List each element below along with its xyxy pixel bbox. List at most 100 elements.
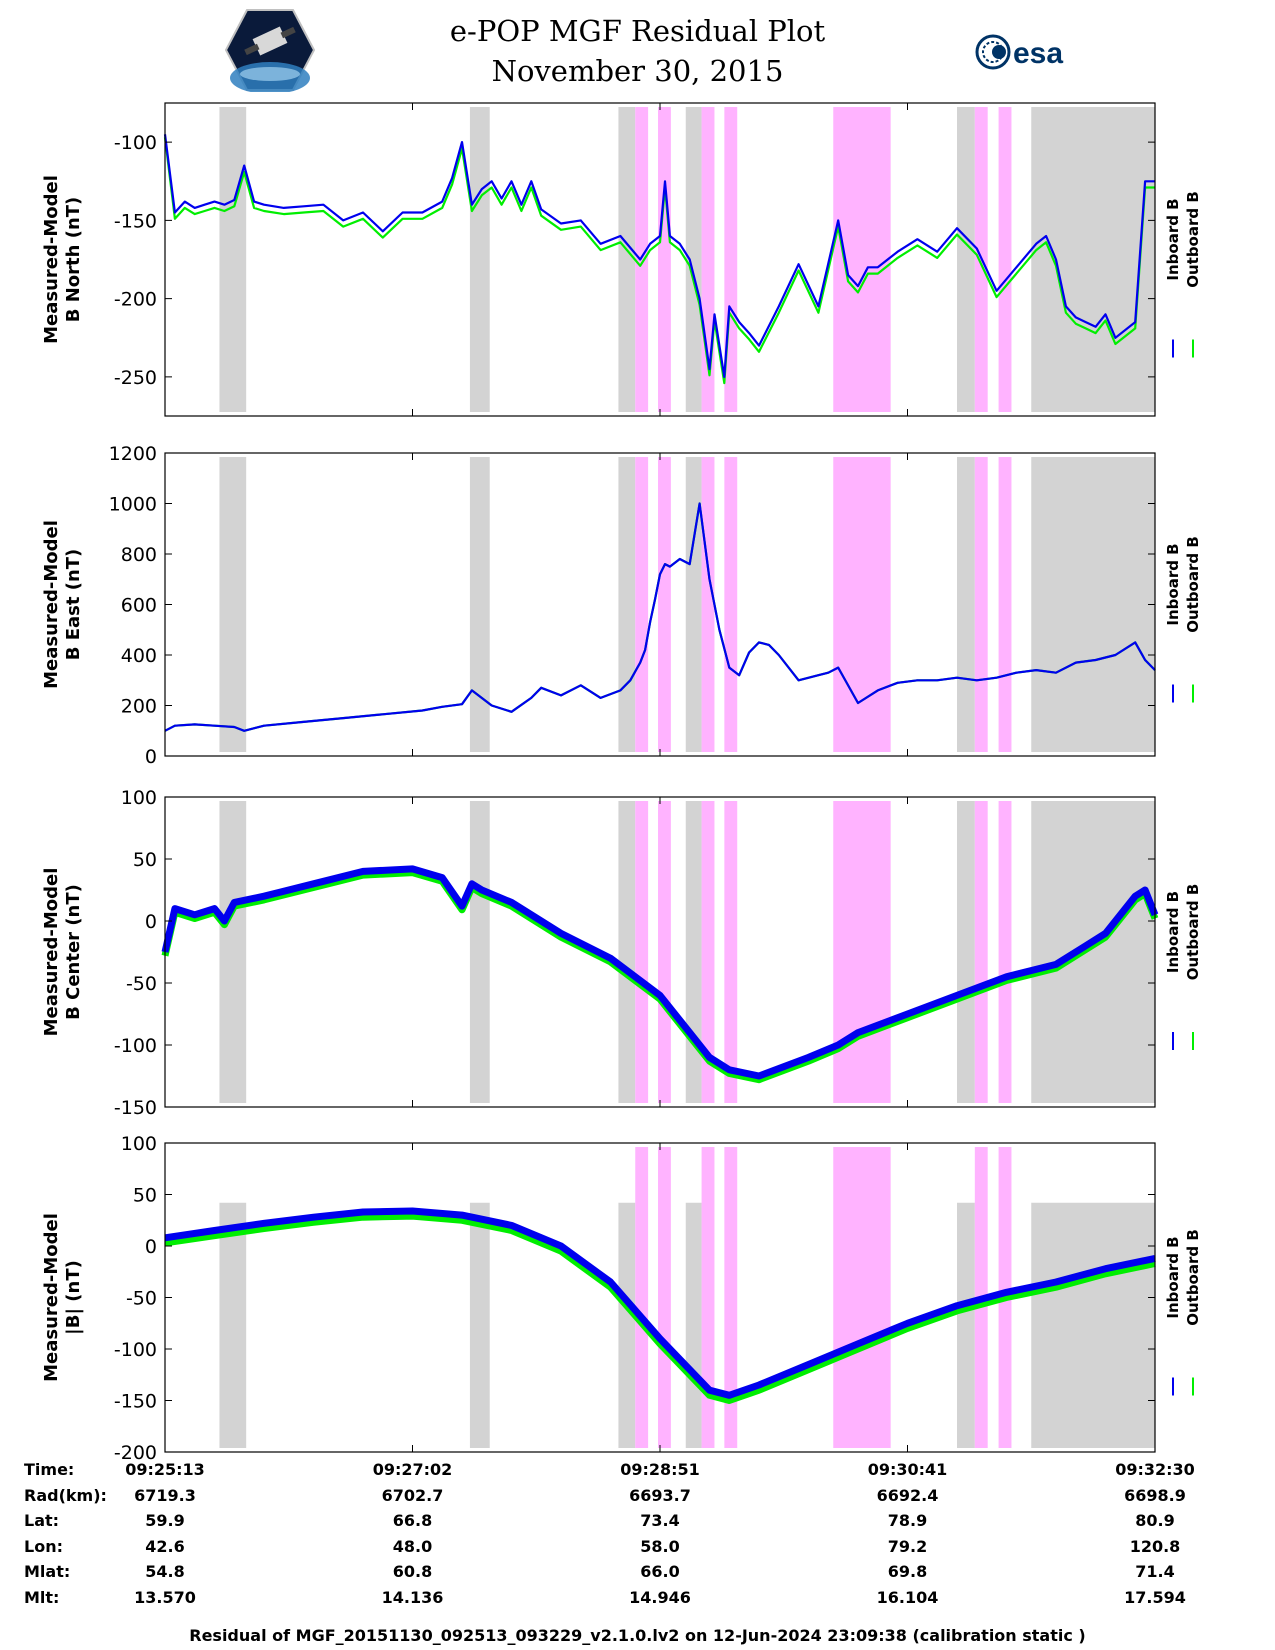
panel-1: -100 -150 -200 -250 Measured-Model B North (n… — [41, 102, 1202, 417]
y-tick-label: -200 — [114, 1442, 157, 1460]
info-row-label: Time: — [24, 1460, 75, 1479]
y-tick-label: -50 — [126, 973, 157, 995]
y-axis-label-line1: Measured-Model — [41, 175, 62, 344]
y-tick-label: -250 — [114, 367, 157, 389]
header: e-POP MGF Residual Plot November 30, 201… — [0, 0, 1275, 100]
pink-band-1 — [635, 801, 649, 1103]
cassiope-mission-patch-icon — [224, 8, 316, 96]
info-value: 69.8 — [887, 1562, 928, 1581]
y-axis-label-line2: B North (nT) — [63, 197, 84, 323]
y-axis-label-line1: Measured-Model — [41, 520, 62, 689]
y-tick-label: 0 — [145, 1236, 157, 1258]
y-tick-label: -150 — [114, 210, 157, 232]
chart-date: November 30, 2015 — [491, 54, 784, 88]
gray-band-5 — [957, 457, 975, 752]
pink-band-7 — [998, 801, 1012, 1103]
pink-band-1 — [635, 107, 649, 412]
esa-logo-text: esa — [1013, 37, 1063, 70]
series-inboard-line — [161, 865, 1159, 1080]
pink-band-3 — [701, 457, 715, 752]
info-value: 66.8 — [392, 1511, 433, 1530]
gray-band-1 — [219, 107, 247, 412]
y-tick-label: 200 — [121, 696, 157, 718]
gray-band-1 — [219, 457, 247, 752]
info-row-label: Lon: — [24, 1536, 63, 1556]
pink-band-4 — [724, 457, 738, 752]
gray-band-4 — [685, 107, 702, 412]
pink-band-7 — [998, 457, 1012, 752]
info-value: 6693.7 — [629, 1485, 691, 1505]
series-outboard-line — [164, 1212, 1156, 1404]
gray-band-3 — [618, 1202, 636, 1448]
pink-band-6 — [974, 457, 988, 752]
panel-2: 0 200 400 600 800 1000 1200 Measured-Model B Eas… — [41, 443, 1202, 768]
y-tick-label: -150 — [114, 1097, 157, 1119]
pink-band-4 — [724, 1147, 738, 1448]
y-tick-label: 50 — [133, 849, 157, 871]
series-inboard-line — [164, 1207, 1156, 1399]
gray-band-3 — [618, 801, 636, 1103]
gray-band-1 — [219, 1202, 247, 1448]
legend-inboard-label: Inboard B — [1164, 543, 1182, 625]
gray-band-6 — [1031, 801, 1155, 1103]
info-value: 09:32:30 — [1115, 1460, 1195, 1479]
info-value: 71.4 — [1135, 1562, 1175, 1581]
y-tick-label: 50 — [133, 1185, 157, 1207]
y-tick-label: 1200 — [109, 443, 157, 465]
legend-outboard-label: Outboard B — [1184, 884, 1202, 981]
gray-band-4 — [685, 1202, 702, 1448]
info-value: 42.6 — [145, 1536, 185, 1556]
panel-3: -150 -100 -50 0 50 100 Measured-Model B Center … — [41, 787, 1202, 1119]
y-tick-label: 1000 — [109, 494, 157, 516]
info-value: 09:27:02 — [372, 1460, 453, 1479]
info-value: 16.104 — [876, 1587, 939, 1607]
info-value: 09:25:13 — [125, 1460, 205, 1479]
y-axis-label-line2: B Center (nT) — [63, 884, 84, 1020]
footer-caption: Residual of MGF_20151130_092513_093229_v… — [189, 1626, 1086, 1645]
gray-band-2 — [469, 1202, 490, 1448]
gray-band-1 — [219, 801, 247, 1103]
legend-inboard-label: Inboard B — [1164, 1236, 1182, 1318]
info-value: 13.570 — [134, 1587, 196, 1607]
gray-band-2 — [469, 457, 490, 752]
info-value: 6698.9 — [1124, 1485, 1186, 1505]
info-value: 14.136 — [381, 1587, 444, 1607]
info-value: 09:30:41 — [867, 1460, 948, 1479]
info-value: 14.946 — [629, 1587, 691, 1607]
series-inboard-line — [163, 134, 1155, 378]
gray-band-6 — [1031, 1202, 1155, 1448]
info-value: 6692.4 — [876, 1485, 939, 1505]
y-axis-label-line2: B East (nT) — [63, 549, 84, 661]
y-tick-label: -100 — [114, 1339, 157, 1361]
pink-band-2 — [658, 457, 671, 752]
legend-outboard-label: Outboard B — [1184, 191, 1202, 288]
gray-band-2 — [469, 801, 490, 1103]
pink-band-6 — [974, 801, 988, 1103]
gray-band-2 — [469, 107, 490, 412]
info-value: 17.594 — [1124, 1587, 1186, 1607]
pink-band-2 — [658, 1147, 671, 1448]
legend-outboard-label: Outboard B — [1184, 536, 1202, 633]
info-row-label: Mlt: — [24, 1587, 60, 1607]
info-value: 58.0 — [640, 1536, 680, 1556]
info-value: 66.0 — [640, 1562, 680, 1581]
info-value: 78.9 — [887, 1511, 928, 1530]
pink-band-4 — [724, 801, 738, 1103]
series-outboard-line — [163, 137, 1155, 385]
info-value: 80.9 — [1135, 1511, 1175, 1530]
info-value: 59.9 — [145, 1511, 185, 1530]
info-value: 60.8 — [392, 1562, 433, 1581]
y-tick-label: -100 — [114, 1035, 157, 1057]
pink-band-5 — [833, 801, 891, 1103]
pink-band-2 — [658, 801, 671, 1103]
pink-band-3 — [701, 801, 715, 1103]
pink-band-7 — [998, 107, 1012, 412]
pink-band-1 — [635, 457, 649, 752]
pink-band-3 — [701, 1147, 715, 1448]
y-axis-label-line2: |B| (nT) — [63, 1260, 84, 1335]
y-tick-label: 400 — [121, 645, 157, 667]
y-tick-label: -200 — [114, 289, 157, 311]
chart-title: e-POP MGF Residual Plot — [449, 14, 826, 48]
info-row-label: Rad(km): — [24, 1485, 107, 1505]
